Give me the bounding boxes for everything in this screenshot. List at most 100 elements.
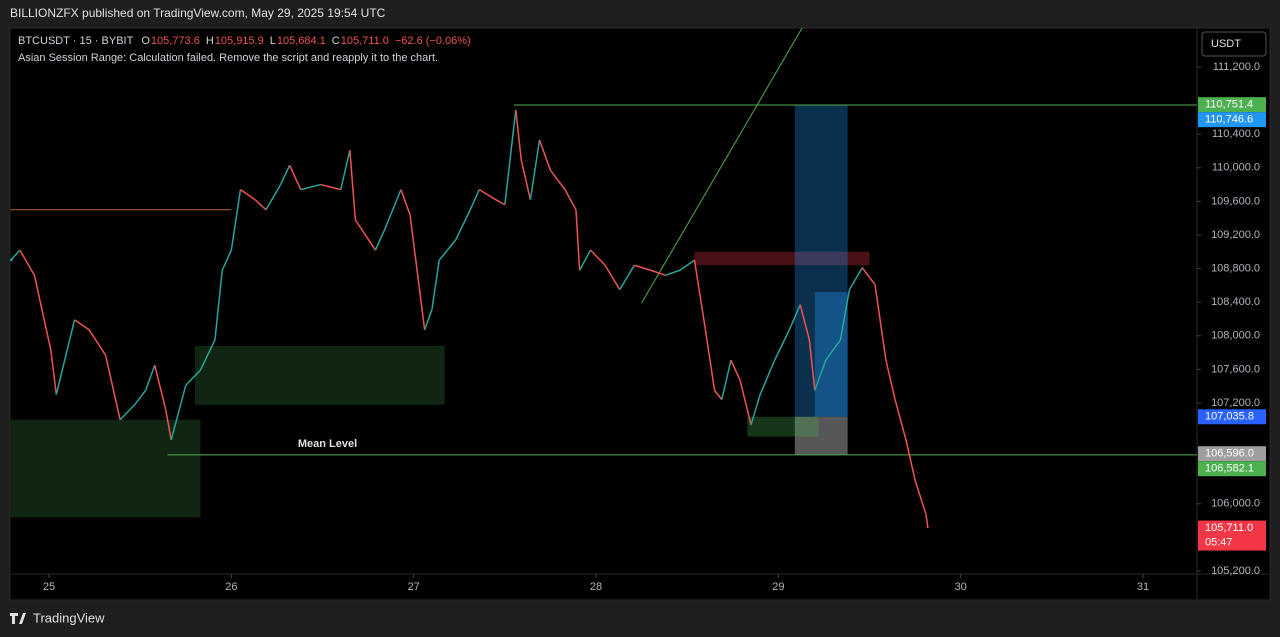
price-segment [74, 319, 90, 331]
price-segment [713, 389, 723, 401]
price-segment [520, 160, 532, 200]
y-tick-label: 107,600.0 [1211, 363, 1260, 375]
plot-area: Mean Level [10, 28, 1197, 529]
price-segment [848, 267, 863, 290]
price-segment [300, 183, 321, 191]
y-tick-label: 109,600.0 [1211, 195, 1260, 207]
price-segment [221, 249, 233, 271]
price-segment [409, 214, 426, 330]
zone [814, 292, 848, 417]
price-segment [374, 229, 386, 251]
price-segment [665, 269, 681, 277]
y-tick-label: 110,000.0 [1212, 162, 1260, 174]
price-segment [454, 209, 471, 241]
price-segment [839, 289, 851, 341]
price-tag-label: 105,711.0 [1205, 522, 1253, 534]
brand: TradingView [10, 610, 105, 625]
x-tick-label: 29 [772, 581, 784, 593]
ohlc-key: H [206, 35, 214, 47]
x-tick-label: 25 [43, 581, 55, 593]
price-segment [874, 284, 887, 361]
price-segment [619, 264, 635, 290]
price-segment [634, 264, 651, 271]
x-tick-label: 31 [1137, 581, 1149, 593]
price-segment [104, 354, 121, 420]
price-tag [1198, 112, 1266, 128]
zone [10, 419, 201, 518]
price-segment [549, 169, 566, 191]
price-segment [575, 209, 581, 271]
price-segment [230, 189, 242, 251]
price-tag-label: 110,751.4 [1205, 99, 1253, 111]
y-tick-label: 107,200.0 [1211, 397, 1260, 409]
price-segment [861, 267, 876, 285]
line-label: Mean Level [298, 438, 357, 450]
price-segment [154, 364, 167, 410]
ohlc-value: 105,773.6 [151, 35, 200, 47]
indicator-note: Asian Session Range: Calculation failed.… [18, 52, 438, 64]
price-tag-label: 110,746.6 [1205, 114, 1253, 126]
price-segment [469, 189, 481, 211]
price-segment [33, 275, 52, 351]
price-tag [1198, 461, 1266, 477]
zone [694, 251, 870, 266]
price-segment [10, 249, 21, 261]
price-segment [704, 329, 716, 391]
price-segment [438, 239, 457, 261]
price-segment [55, 319, 76, 395]
price-segment [799, 304, 811, 341]
price-segment [265, 184, 282, 211]
price-segment [354, 219, 377, 251]
price-segment [504, 109, 517, 205]
ohlc-value: 105,684.1 [277, 35, 326, 47]
price-segment [349, 150, 357, 220]
y-tick-label: 106,000.0 [1211, 498, 1260, 510]
price-segment [759, 359, 776, 395]
y-tick-label: 108,000.0 [1211, 330, 1260, 342]
price-segment [340, 149, 351, 190]
price-segment [604, 264, 621, 290]
y-tick-label: 108,400.0 [1211, 296, 1260, 308]
ohlc-key: C [332, 35, 340, 47]
brand-logo [10, 613, 26, 624]
price-segment [825, 339, 841, 361]
price-segment [400, 189, 411, 216]
countdown: 05:47 [1205, 536, 1233, 548]
x-tick-label: 27 [408, 581, 420, 593]
ohlc-key: L [270, 35, 276, 47]
price-tag [1198, 97, 1266, 113]
price-segment [88, 329, 107, 356]
price-segment [808, 339, 816, 391]
price-segment [164, 409, 172, 441]
price-segment [431, 260, 440, 310]
price-segment [170, 385, 187, 441]
price-segment [814, 359, 827, 391]
price-segment [721, 359, 732, 400]
price-segment [119, 404, 136, 421]
price-segment [50, 349, 58, 395]
price-segment [925, 514, 929, 529]
price-segment [894, 399, 907, 441]
price-segment [590, 249, 606, 266]
y-tick-label: 109,200.0 [1211, 229, 1260, 241]
price-segment [134, 389, 147, 406]
price-segment [529, 139, 541, 200]
y-tick-label: 110,400.0 [1212, 128, 1260, 140]
price-tag-label: 107,035.8 [1205, 411, 1254, 423]
price-segment [650, 269, 666, 277]
brand-name: TradingView [33, 610, 105, 625]
price-tag [1198, 520, 1266, 551]
chart-panel [9, 27, 1271, 601]
x-tick-label: 26 [225, 581, 237, 593]
price-segment [144, 364, 156, 391]
y-tick-label: 111,200.0 [1213, 61, 1260, 73]
price-segment [199, 339, 216, 371]
price-segment [383, 189, 402, 231]
price-segment [279, 164, 291, 185]
price-segment [750, 394, 761, 426]
currency-box[interactable] [1201, 31, 1267, 57]
price-segment [774, 329, 790, 361]
price-segment [885, 359, 896, 400]
symbol: BTCUSDT · 15 · BYBIT [18, 35, 134, 47]
